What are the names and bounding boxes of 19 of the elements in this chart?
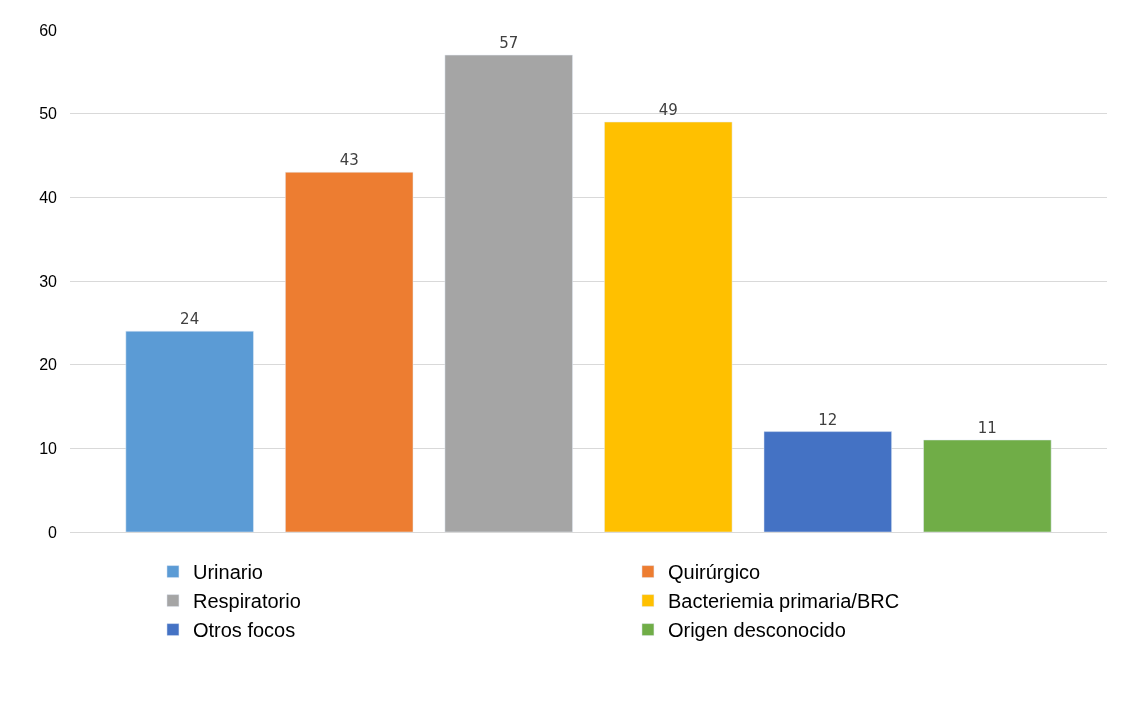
data-label: 24 [180,310,200,329]
y-tick-label: 40 [39,188,58,206]
legend-label: Quirúrgico [667,561,761,584]
y-tick-label: 50 [39,105,58,123]
data-label: 12 [818,410,838,429]
data-label: 49 [658,101,678,120]
y-tick-label: 10 [39,439,58,457]
legend-label: Respiratorio [192,590,301,613]
data-label: 11 [977,418,997,437]
y-tick-label: 0 [48,523,58,541]
legend-label: Origen desconocido [667,619,846,642]
y-tick-label: 60 [39,21,58,39]
legend-label: Urinario [192,561,263,584]
y-tick-label: 20 [39,356,58,374]
legend-label: Otros focos [192,619,296,642]
y-tick-label: 30 [39,272,58,290]
data-label: 43 [339,151,359,170]
legend-label: Bacteriemia primaria/BRC [667,590,900,613]
data-label: 57 [499,34,519,53]
